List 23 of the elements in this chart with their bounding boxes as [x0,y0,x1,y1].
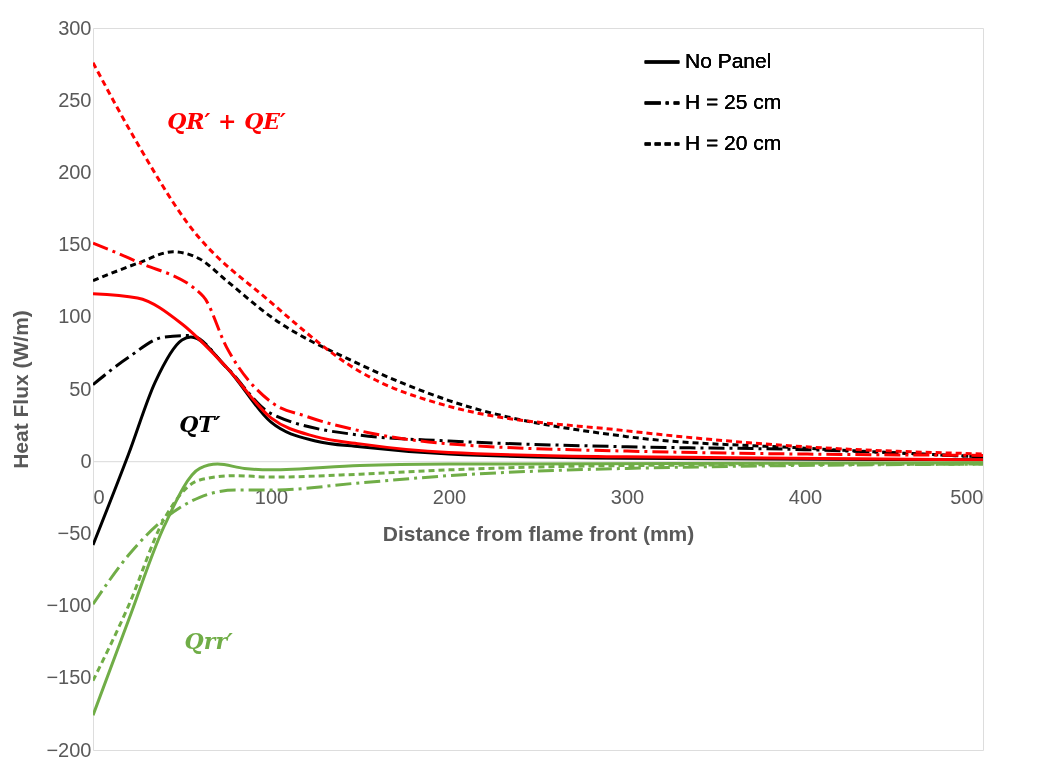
x-tick-label: 500 [950,485,984,508]
y-tick-label: 50 [69,377,92,400]
y-tick-label: 0 [80,449,92,472]
annotation: QT′ [179,411,221,438]
y-tick-label: 250 [58,88,92,111]
annotation: QR′ + QE′ [167,107,287,134]
legend-label: H = 25 cm [685,90,782,113]
x-tick-label: 400 [788,485,823,508]
x-axis-title: Distance from flame front (mm) [382,521,695,545]
y-tick-label: −200 [46,738,92,761]
y-tick-label: −50 [57,521,92,544]
y-tick-label: −150 [46,666,92,689]
y-axis-title: Heat Flux (W/m) [9,310,33,469]
y-tick-label: −100 [46,594,92,617]
y-tick-label: 300 [58,16,92,39]
y-tick-label: 100 [58,305,92,328]
legend-label: H = 20 cm [685,131,782,154]
x-tick-label: 300 [610,485,645,508]
legend-label: No Panel [685,49,772,72]
y-tick-label: 200 [58,160,92,183]
annotation: Qrr′ [184,627,233,654]
x-tick-label: 200 [432,485,467,508]
y-tick-label: 150 [58,233,92,256]
